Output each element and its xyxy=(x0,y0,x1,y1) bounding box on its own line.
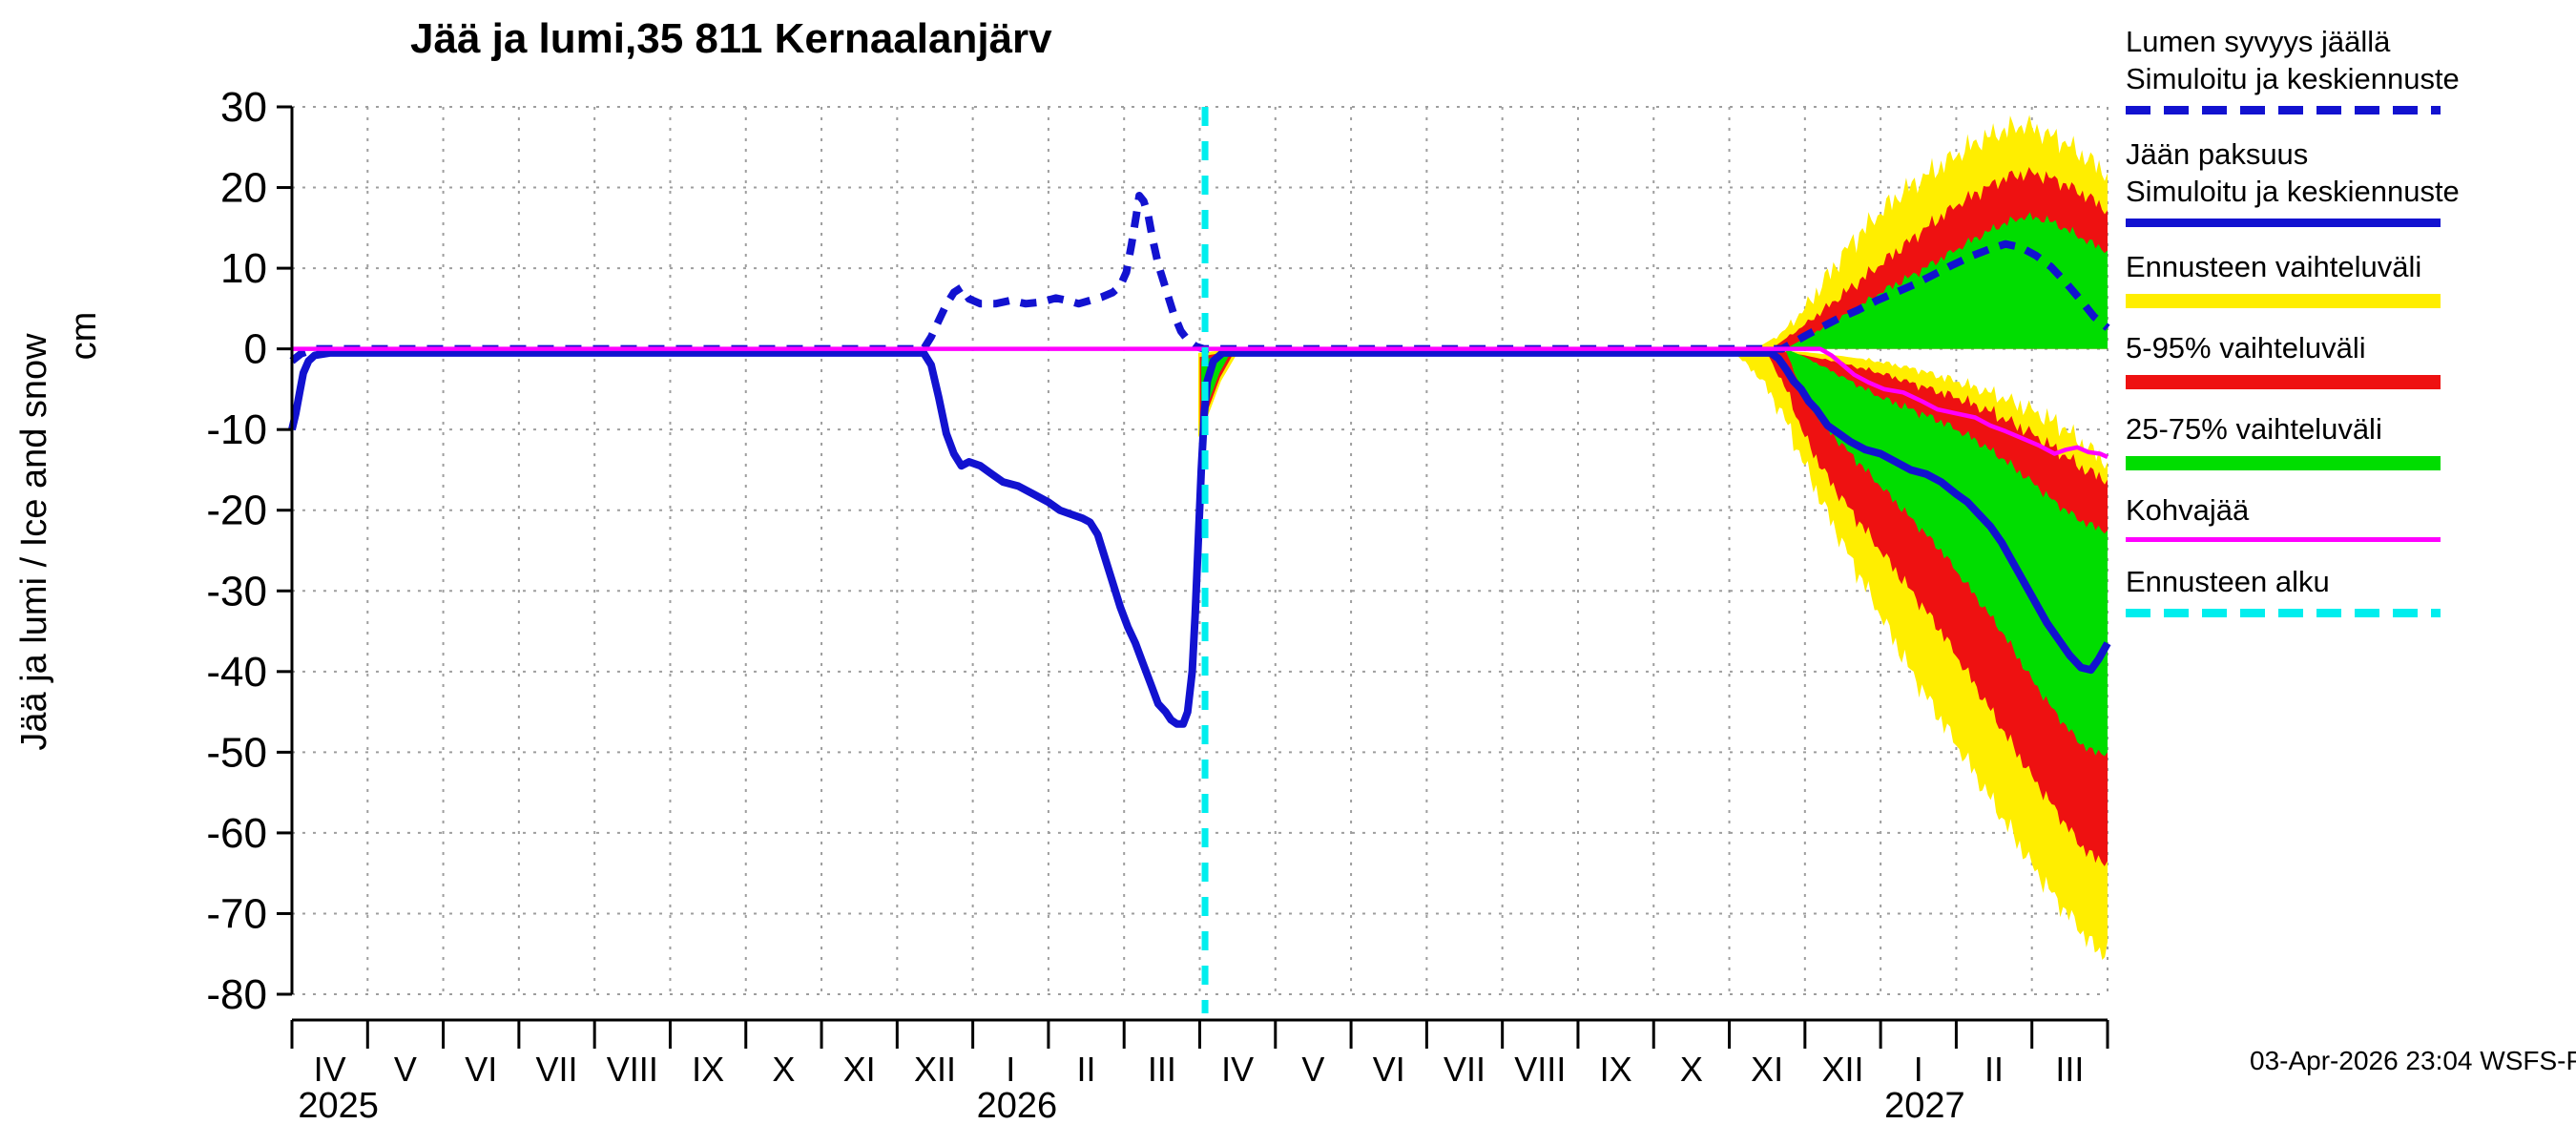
snow-range-25-75-green-band xyxy=(1790,212,2108,349)
ice-thickness-simulated-and-mean-forecast-line xyxy=(288,348,2111,728)
month-label: IV xyxy=(1221,1050,1254,1089)
y-tick-label: -50 xyxy=(206,729,267,776)
lines-layer xyxy=(288,192,2111,728)
y-tick-label: -30 xyxy=(206,568,267,614)
y-tick-label: -10 xyxy=(206,406,267,453)
month-label: IX xyxy=(692,1050,724,1089)
legend-label: Kohvajää xyxy=(2126,493,2250,527)
legend: Lumen syvyys jäällä Simuloitu ja keskienn… xyxy=(2126,23,2570,638)
month-label: XII xyxy=(1821,1050,1863,1089)
month-label: II xyxy=(1077,1050,1096,1089)
month-label: IV xyxy=(314,1050,346,1089)
month-label: III xyxy=(1148,1050,1176,1089)
month-label: VI xyxy=(1373,1050,1405,1089)
month-label: II xyxy=(1984,1050,2004,1089)
legend-item-kohvajaa: Kohvajää xyxy=(2126,491,2570,542)
kohvajaa-frazil-ice-line xyxy=(292,346,2109,459)
legend-label: 5-95% vaihteluväli xyxy=(2126,331,2366,364)
legend-label: Jään paksuus xyxy=(2126,137,2309,171)
legend-item-snow-depth: Lumen syvyys jäällä Simuloitu ja keskienn… xyxy=(2126,23,2570,114)
legend-label: Simuloitu ja keskiennuste xyxy=(2126,175,2460,208)
legend-item-range-5-95: 5-95% vaihteluväli xyxy=(2126,329,2570,389)
chart-title: Jää ja lumi,35 811 Kernaalanjärv xyxy=(410,15,1052,62)
legend-item-range-25-75: 25-75% vaihteluväli xyxy=(2126,410,2570,470)
month-label: I xyxy=(1914,1050,1923,1089)
legend-swatch-forecast-start xyxy=(2126,609,2441,617)
legend-item-forecast-start: Ennusteen alku xyxy=(2126,563,2570,617)
legend-label: Simuloitu ja keskiennuste xyxy=(2126,62,2460,95)
month-label: XI xyxy=(1751,1050,1783,1089)
y-tick-label: 10 xyxy=(220,245,267,292)
snow-depth-on-ice-simulated-and-mean-forecast-line xyxy=(289,192,2110,364)
y-tick-label: 0 xyxy=(244,326,267,373)
legend-label: 25-75% vaihteluväli xyxy=(2126,412,2382,446)
y-tick-label: -40 xyxy=(206,649,267,696)
y-axis-unit: cm xyxy=(64,312,104,361)
y-tick-label: -80 xyxy=(206,971,267,1018)
legend-label: Ennusteen alku xyxy=(2126,565,2330,598)
month-label: VII xyxy=(1444,1050,1485,1089)
legend-label: Lumen syvyys jäällä xyxy=(2126,25,2391,58)
y-axis-title: Jää ja lumi / Ice and snow xyxy=(14,333,54,751)
month-label: XI xyxy=(843,1050,876,1089)
legend-swatch-ice-thickness xyxy=(2126,219,2441,227)
month-label: V xyxy=(394,1050,417,1089)
month-label: VIII xyxy=(607,1050,658,1089)
legend-swatch-range-5-95 xyxy=(2126,375,2441,389)
y-tick-label: -70 xyxy=(206,890,267,937)
month-label: VI xyxy=(465,1050,497,1089)
month-label: III xyxy=(2055,1050,2084,1089)
month-label: VIII xyxy=(1514,1050,1566,1089)
legend-swatch-snow-depth xyxy=(2126,106,2441,114)
y-tick-label: -20 xyxy=(206,488,267,534)
year-label: 2026 xyxy=(977,1086,1058,1126)
y-tick-label: -60 xyxy=(206,810,267,857)
month-label: X xyxy=(1680,1050,1703,1089)
legend-item-ice-thickness: Jään paksuus Simuloitu ja keskiennuste xyxy=(2126,135,2570,227)
legend-item-forecast-range: Ennusteen vaihteluväli xyxy=(2126,248,2570,308)
y-tick-label: 30 xyxy=(220,84,267,131)
legend-swatch-range-25-75 xyxy=(2126,456,2441,470)
legend-swatch-forecast-range xyxy=(2126,294,2441,308)
y-tick-label: 20 xyxy=(220,165,267,212)
legend-swatch-kohvajaa xyxy=(2126,537,2441,542)
month-label: V xyxy=(1301,1050,1324,1089)
month-label: I xyxy=(1006,1050,1015,1089)
month-label: IX xyxy=(1600,1050,1632,1089)
timestamp-watermark: 03-Apr-2026 23:04 WSFS-P xyxy=(2250,1046,2576,1075)
year-label: 2027 xyxy=(1884,1086,1965,1126)
legend-label: Ennusteen vaihteluväli xyxy=(2126,250,2422,283)
month-label: XII xyxy=(914,1050,956,1089)
month-label: VII xyxy=(536,1050,578,1089)
month-label: X xyxy=(772,1050,795,1089)
year-label: 2025 xyxy=(298,1086,379,1126)
